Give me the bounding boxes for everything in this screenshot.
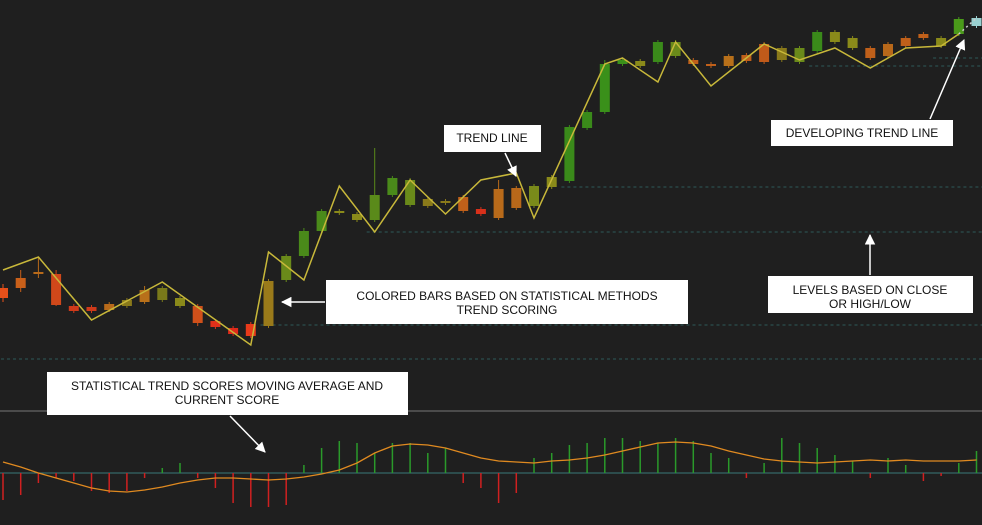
candle-body — [405, 180, 416, 205]
candle-body — [829, 32, 840, 42]
candle-body — [776, 48, 787, 60]
candle-body — [617, 60, 628, 64]
candle-body — [953, 19, 964, 34]
candle-body — [51, 274, 62, 305]
candle-body — [706, 64, 716, 66]
candle-body — [670, 42, 681, 56]
candle-body — [68, 306, 79, 311]
candle-body — [157, 288, 168, 300]
candle-body — [458, 197, 469, 211]
candle-body — [175, 298, 185, 306]
note: STATISTICAL TREND SCORES MOVING AVERAGE … — [71, 379, 383, 393]
candle-body — [298, 231, 309, 256]
score-average — [2, 441, 977, 493]
candle-body — [865, 48, 876, 58]
candle-body — [15, 278, 26, 288]
candle-body — [971, 18, 982, 26]
note-box — [47, 372, 408, 415]
candle-body — [228, 328, 239, 334]
candle-body — [369, 195, 380, 220]
note: COLORED BARS BASED ON STATISTICAL METHOD… — [356, 289, 657, 303]
note: OR HIGH/LOW — [829, 297, 912, 311]
arrow — [504, 152, 517, 177]
candle-body — [918, 34, 929, 38]
candle-body — [210, 321, 221, 327]
candle-body — [33, 272, 44, 274]
candle-body — [281, 256, 292, 280]
note: TREND LINE — [456, 131, 527, 145]
note-box — [444, 125, 541, 152]
candle-body — [334, 211, 345, 213]
candle-body — [529, 186, 539, 206]
arrow — [229, 415, 266, 453]
candle-body — [688, 60, 699, 64]
candle-body — [759, 44, 770, 62]
candle-body — [652, 42, 663, 62]
candle-body — [139, 290, 150, 302]
candle-body — [847, 38, 858, 48]
note-box — [326, 280, 688, 324]
candle-body — [723, 56, 734, 66]
candle-body — [900, 38, 911, 46]
candle-body — [422, 199, 433, 206]
candle-body — [245, 324, 256, 336]
candle-body — [86, 307, 97, 311]
candle-body — [511, 188, 522, 208]
note: DEVELOPING TREND LINE — [786, 126, 938, 140]
candle-body — [936, 38, 947, 46]
candle-body — [599, 64, 610, 112]
candle-body — [546, 177, 557, 187]
annotations: TREND LINE DEVELOPING TREND LINE COLORED… — [47, 39, 973, 453]
note: TREND SCORING — [457, 303, 558, 317]
note-box — [768, 276, 973, 313]
note: LEVELS BASED ON CLOSE — [793, 283, 948, 297]
candle-body — [104, 304, 115, 310]
candle-body — [812, 32, 823, 51]
arrow — [929, 39, 966, 120]
candle-body — [883, 44, 893, 56]
trend-line — [2, 33, 960, 347]
candle-body — [794, 48, 805, 62]
candle-body — [121, 300, 132, 306]
candle-body — [0, 288, 8, 298]
candle-body — [192, 306, 203, 323]
note: CURRENT SCORE — [175, 393, 279, 407]
candle-body — [387, 178, 398, 195]
candle-body — [263, 281, 274, 326]
candle-body — [493, 189, 504, 218]
developing-line — [958, 17, 978, 35]
candle-body — [352, 214, 362, 220]
candle-body — [316, 211, 327, 231]
candle-body — [635, 61, 646, 66]
candle-body — [582, 112, 593, 128]
candle-body — [440, 201, 451, 203]
note-box — [771, 120, 953, 146]
candle-body — [475, 209, 486, 214]
candle-body — [564, 127, 575, 181]
